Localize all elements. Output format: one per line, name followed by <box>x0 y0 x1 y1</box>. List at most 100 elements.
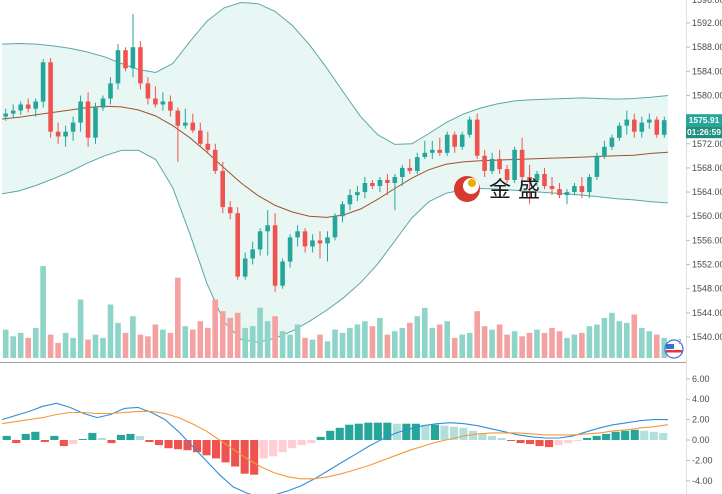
candle-body <box>385 180 390 183</box>
candle <box>3 108 8 121</box>
candle-body <box>549 186 555 189</box>
candle-body <box>594 155 600 177</box>
candle <box>250 241 255 265</box>
volume-bar <box>264 321 271 358</box>
volume-bar <box>631 314 638 358</box>
macd-histogram-bar <box>97 438 106 440</box>
candle-body <box>602 146 607 156</box>
macd-histogram-bar <box>564 440 573 444</box>
macd-histogram-bar <box>468 430 477 440</box>
brand-watermark: 金 盛 <box>454 176 540 203</box>
volume-bar <box>302 337 308 358</box>
candle-body <box>467 119 472 135</box>
volume-bar <box>399 327 406 358</box>
candle <box>512 146 517 183</box>
candle-body <box>587 177 592 193</box>
macd-histogram-bar <box>326 430 335 440</box>
price-tick-label: 1584.00 <box>692 66 722 76</box>
macd-histogram-bar <box>430 424 439 440</box>
candle-body <box>242 258 248 277</box>
candle <box>624 110 630 135</box>
candle <box>25 98 31 113</box>
tradingview-logo[interactable]: 7 <box>664 339 684 359</box>
candle <box>594 152 600 180</box>
candle-body <box>542 174 547 187</box>
volume-bar <box>332 329 338 358</box>
candle <box>474 113 480 159</box>
macd-histogram-bar <box>2 435 11 440</box>
candle-body <box>123 50 128 69</box>
price-tick-label: 1596.00 <box>692 0 722 5</box>
candle-body <box>85 101 91 138</box>
candle-body <box>78 101 83 123</box>
macd-histogram-bar <box>497 438 506 440</box>
candle-body <box>377 180 383 186</box>
macd-histogram-bar <box>278 440 287 453</box>
volume-bar <box>197 321 204 358</box>
price-tick-label: 1568.00 <box>692 163 722 173</box>
candle <box>55 122 61 144</box>
volume-bar <box>317 334 323 358</box>
candle-body <box>183 122 188 126</box>
volume-bar <box>257 307 263 358</box>
candle <box>407 158 413 174</box>
candle <box>400 164 405 186</box>
macd-histogram-bar <box>487 435 496 440</box>
candle-body <box>153 98 158 105</box>
candle-body <box>639 122 645 132</box>
macd-histogram-bar <box>59 440 68 447</box>
volume-bar <box>272 316 278 358</box>
candle <box>40 59 46 108</box>
candle <box>579 177 585 199</box>
macd-histogram-bar <box>21 433 30 440</box>
candle-body <box>100 98 106 108</box>
volume-bar <box>287 334 293 358</box>
volume-bar <box>137 334 144 358</box>
volume-bar <box>77 299 84 358</box>
macd-tick-label: -4.00 <box>692 476 713 486</box>
candle <box>190 113 196 133</box>
candle-body <box>482 155 487 171</box>
candle-body <box>130 47 136 69</box>
candle <box>93 102 98 144</box>
candle-body <box>33 101 38 109</box>
logo-stripe-red <box>666 350 682 353</box>
volume-bar <box>496 324 503 358</box>
volume-bar <box>609 312 615 358</box>
macd-histogram-bar <box>602 433 611 440</box>
candle <box>519 137 525 186</box>
candle-body <box>609 137 615 147</box>
candle <box>467 116 472 138</box>
candle <box>609 134 615 150</box>
volume-bar <box>369 326 376 358</box>
candle <box>347 189 353 211</box>
price-tick-label: 1588.00 <box>692 42 722 52</box>
volume-bar <box>70 337 76 358</box>
candle-body <box>400 167 405 177</box>
candle <box>175 107 181 162</box>
volume-bar <box>534 329 540 358</box>
candle <box>78 95 83 132</box>
macd-histogram-bar <box>640 430 649 440</box>
candle <box>602 140 607 159</box>
candle <box>385 174 390 196</box>
candle-body <box>168 101 173 111</box>
candle <box>10 104 16 119</box>
candle <box>370 180 375 190</box>
price-axis: 1592.001588.001584.001580.001576.001572.… <box>686 0 722 342</box>
volume-bar <box>354 324 361 358</box>
candle-body <box>160 101 166 105</box>
candle <box>265 210 270 256</box>
volume-bars <box>2 266 667 358</box>
countdown-label: 01:26:59 <box>687 127 721 137</box>
macd-histogram-bar <box>649 431 658 440</box>
candle <box>355 186 360 202</box>
macd-histogram-bar <box>411 423 420 440</box>
candle-body <box>287 237 293 262</box>
volume-bar <box>92 334 99 358</box>
volume-bar <box>377 317 383 358</box>
macd-histogram-bar <box>40 440 49 442</box>
candle <box>497 149 502 174</box>
volume-bar <box>624 322 630 358</box>
volume-bar <box>175 277 181 358</box>
